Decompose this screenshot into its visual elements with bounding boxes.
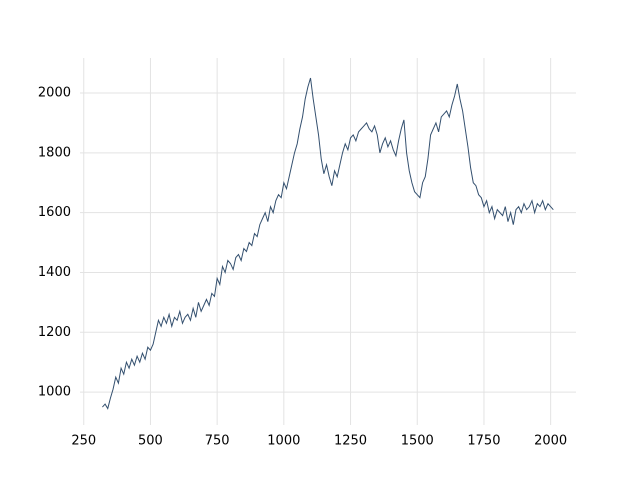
x-tick-label: 2000: [534, 434, 567, 449]
x-tick-label: 1000: [267, 434, 300, 449]
x-tick-label: 1500: [401, 434, 434, 449]
y-tick-label: 1000: [38, 385, 71, 400]
y-tick-label: 2000: [38, 85, 71, 100]
x-tick-label: 1250: [334, 434, 367, 449]
x-tick-label: 500: [138, 434, 163, 449]
y-tick-label: 1600: [38, 205, 71, 220]
y-tick-label: 1200: [38, 325, 71, 340]
data-line: [102, 77, 554, 410]
x-tick-label: 1750: [467, 434, 500, 449]
x-tick-label: 250: [71, 434, 96, 449]
y-tick-label: 1400: [38, 265, 71, 280]
x-tick-label: 750: [205, 434, 230, 449]
y-tick-label: 1800: [38, 145, 71, 160]
